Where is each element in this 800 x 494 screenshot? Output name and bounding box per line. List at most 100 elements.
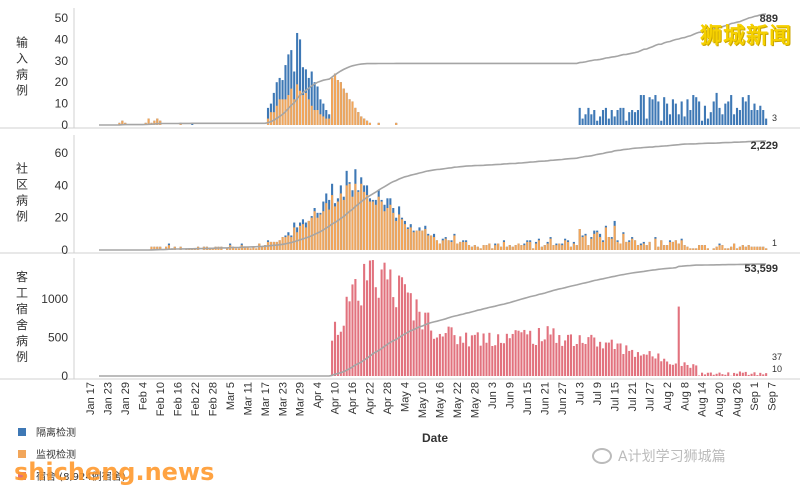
- bar: [642, 95, 645, 125]
- bar-stacked: [698, 245, 701, 250]
- bar: [631, 110, 634, 125]
- bar: [706, 118, 709, 125]
- x-tick-label: Jul 9: [592, 382, 604, 405]
- x-tick-label: Jun 3: [487, 382, 499, 409]
- bar-stacked: [272, 112, 275, 125]
- bar-stacked: [508, 245, 511, 250]
- bar: [476, 332, 479, 376]
- bar-stacked: [663, 245, 666, 250]
- y-tick-label: 20: [55, 211, 69, 225]
- bar: [296, 32, 299, 126]
- bar-stacked: [366, 120, 369, 125]
- y-tick-label: 0: [61, 369, 68, 383]
- bar-stacked: [622, 233, 625, 250]
- x-tick-label: Apr 10: [330, 382, 342, 414]
- y-tick-label: 0: [61, 118, 68, 132]
- x-tick-label: Jul 27: [644, 382, 656, 411]
- panel-title-char: 例: [16, 210, 28, 224]
- bar-stacked: [619, 243, 622, 250]
- bar: [715, 373, 718, 376]
- bar: [759, 372, 762, 376]
- bar: [651, 99, 654, 125]
- bar: [552, 328, 555, 376]
- bar: [753, 372, 756, 376]
- bar-stacked: [264, 245, 267, 250]
- bar-stacked: [666, 245, 669, 250]
- bar-stacked: [433, 237, 436, 250]
- bar-stacked: [747, 245, 750, 250]
- bar-stacked: [377, 196, 380, 250]
- bar: [299, 39, 302, 125]
- bar-stacked: [616, 241, 619, 250]
- bar: [444, 333, 447, 376]
- bar: [671, 99, 674, 125]
- bar: [558, 335, 561, 376]
- bar-stacked: [325, 118, 328, 125]
- bar-stacked: [569, 246, 573, 250]
- bar: [447, 326, 450, 376]
- bar: [593, 337, 596, 376]
- bar-stacked: [301, 224, 305, 250]
- bar-stacked: [351, 196, 354, 250]
- legend-label: 隔离检测: [36, 426, 76, 439]
- bar: [701, 372, 704, 376]
- bar: [762, 110, 765, 125]
- x-tick-label: Apr 4: [312, 382, 324, 408]
- bar: [636, 352, 640, 376]
- bar-stacked: [409, 227, 412, 250]
- bar: [712, 374, 715, 376]
- bar: [569, 334, 573, 376]
- bar: [389, 269, 392, 376]
- bar: [470, 335, 473, 376]
- bar: [613, 116, 616, 125]
- bar: [610, 110, 613, 125]
- bar: [596, 346, 599, 376]
- bar: [520, 332, 523, 376]
- cumulative-line: [99, 13, 767, 126]
- bar-stacked: [331, 195, 334, 250]
- bar-stacked: [540, 246, 543, 250]
- bar: [360, 305, 363, 376]
- bar-stacked: [342, 199, 345, 250]
- bar: [572, 345, 575, 376]
- bar: [744, 101, 747, 125]
- bar-stacked: [121, 120, 124, 125]
- bar-stacked: [313, 110, 316, 125]
- bar: [275, 82, 278, 125]
- x-tick-label: Apr 28: [382, 382, 394, 414]
- bar: [403, 284, 406, 376]
- bar-stacked: [485, 245, 488, 250]
- x-tick-label: Feb 10: [155, 382, 167, 416]
- bar-stacked: [724, 248, 727, 250]
- bar: [733, 114, 736, 125]
- watermark: shicheng.news: [14, 458, 215, 486]
- bar: [392, 297, 395, 376]
- bar-stacked: [581, 237, 584, 250]
- x-tick-label: Jul 21: [627, 382, 639, 411]
- bar-stacked: [336, 201, 339, 250]
- bar: [584, 114, 587, 125]
- bar-stacked: [610, 238, 613, 250]
- bar: [599, 341, 602, 376]
- bar: [345, 296, 348, 376]
- bar: [456, 344, 459, 376]
- bar-stacked: [345, 185, 348, 250]
- bar-stacked: [438, 243, 441, 250]
- x-tick-label: Feb 16: [172, 382, 184, 416]
- bar: [529, 330, 532, 376]
- bar-stacked: [403, 224, 406, 250]
- bar: [599, 116, 602, 125]
- bar: [750, 110, 753, 125]
- bar-stacked: [395, 220, 398, 250]
- bar-stacked: [342, 88, 345, 125]
- bar: [494, 345, 497, 376]
- brand-logo-text: 狮城新闻: [699, 24, 792, 49]
- bar-stacked: [668, 241, 672, 250]
- bar: [462, 342, 465, 376]
- bar: [738, 371, 741, 376]
- bar-stacked: [564, 240, 567, 250]
- bar: [497, 334, 500, 376]
